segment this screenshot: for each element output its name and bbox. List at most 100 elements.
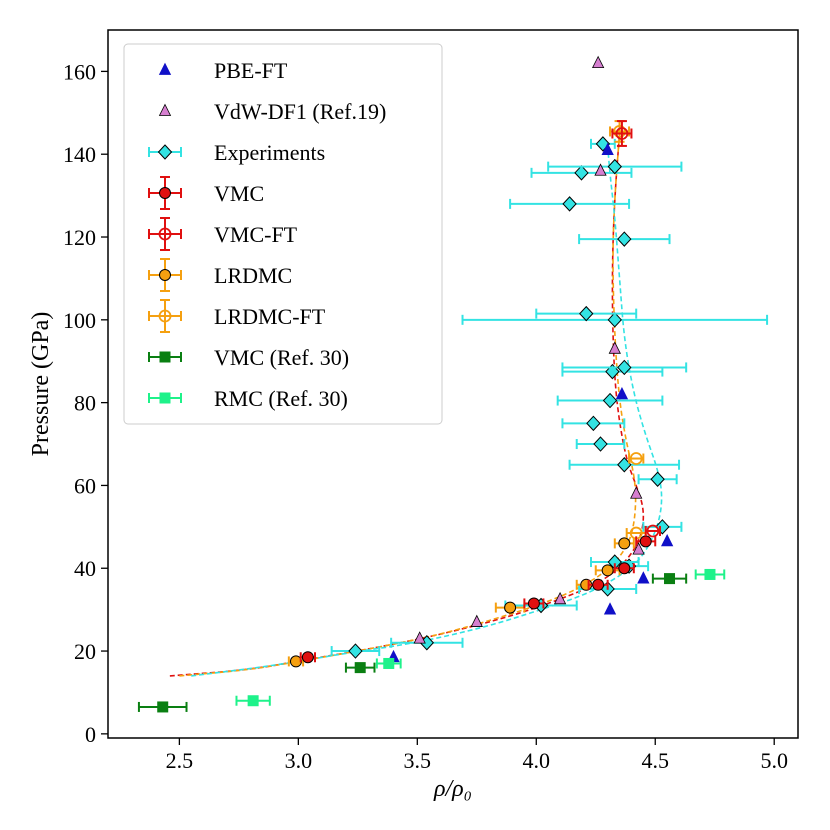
data-point — [615, 127, 629, 140]
data-point — [348, 643, 363, 659]
data-point — [660, 533, 674, 547]
legend-item: VMC — [148, 176, 264, 210]
data-point — [617, 231, 632, 247]
data-point — [354, 662, 366, 674]
legend-box — [123, 43, 443, 425]
legend-label: Experiments — [214, 140, 325, 165]
legend-marker — [159, 269, 171, 281]
data-point — [618, 562, 631, 575]
y-axis-label: Pressure (GPa) — [28, 312, 54, 457]
data-point — [527, 597, 540, 610]
data-point — [655, 519, 670, 535]
data-point — [601, 142, 614, 155]
series-vmc-ft — [611, 120, 661, 538]
data-point — [247, 695, 259, 707]
y-axis: 0 20 40 60 80 100 120 140 160 — [63, 59, 108, 747]
data-point — [704, 568, 716, 580]
data-point — [592, 578, 605, 591]
data-point — [629, 452, 643, 465]
legend-marker — [159, 187, 171, 199]
x-tick-label: 3.5 — [404, 748, 432, 773]
series-rmc-ref-30 — [235, 568, 726, 707]
legend-label: VMC (Ref. 30) — [214, 345, 349, 370]
data-point — [646, 524, 660, 538]
data-point — [615, 386, 629, 400]
x-tick-label: 2.5 — [166, 748, 194, 773]
data-point — [603, 602, 617, 615]
x-tick-label: 4.5 — [641, 748, 669, 773]
data-point — [470, 614, 483, 627]
data-point — [157, 701, 169, 713]
data-point — [632, 542, 645, 555]
data-points — [137, 55, 769, 713]
legend-item: VMC-FT — [148, 217, 298, 251]
y-tick-label: 100 — [63, 308, 96, 333]
data-point — [607, 158, 622, 175]
data-point — [593, 436, 608, 452]
x-axis: 2.5 3.0 3.5 4.0 4.5 5.0 — [166, 738, 788, 773]
data-point — [607, 312, 622, 328]
legend-item: RMC (Ref. 30) — [148, 386, 348, 411]
data-point — [617, 359, 632, 376]
data-point — [383, 657, 395, 669]
legend-item: LRDMC-FT — [148, 299, 326, 333]
y-tick-label: 20 — [74, 639, 96, 664]
legend-label: LRDMC-FT — [214, 304, 326, 329]
data-point — [595, 136, 611, 152]
x-tick-label: 4.0 — [523, 748, 551, 773]
data-point — [586, 415, 601, 432]
y-tick-label: 80 — [74, 391, 96, 416]
data-point — [579, 305, 594, 322]
legend-item: PBE-FT — [158, 58, 288, 83]
data-point — [504, 601, 517, 614]
data-point — [301, 651, 314, 664]
data-point — [639, 535, 652, 548]
legend-label: VMC — [214, 181, 264, 206]
data-point — [630, 486, 643, 499]
x-tick-label: 3.0 — [285, 748, 313, 773]
legend-marker — [159, 351, 171, 363]
y-tick-label: 40 — [74, 556, 96, 581]
data-point — [650, 471, 665, 487]
legend-label: VMC-FT — [214, 222, 298, 247]
series-vmc-ref-30 — [137, 573, 688, 713]
y-tick-label: 160 — [63, 59, 96, 84]
series-experiments — [330, 136, 769, 659]
series-vmc — [299, 535, 657, 664]
legend-marker — [158, 62, 172, 75]
x-axis-label: ρ/ρ₀ — [433, 776, 472, 802]
data-point — [591, 55, 605, 69]
legend-marker — [157, 144, 173, 160]
x-tick-label: 5.0 — [760, 748, 788, 773]
legend-marker — [159, 392, 171, 404]
data-point — [637, 571, 650, 584]
plot-frame — [107, 29, 799, 739]
data-point — [664, 573, 676, 585]
data-point — [608, 341, 621, 354]
data-point — [618, 537, 631, 550]
series-pbe-ft — [387, 142, 674, 663]
data-point — [594, 163, 607, 176]
y-tick-label: 120 — [63, 225, 96, 250]
legend-item: Experiments — [148, 140, 325, 165]
data-point — [602, 392, 618, 409]
data-point — [601, 564, 614, 577]
legend-marker — [158, 103, 172, 116]
data-point — [574, 165, 589, 181]
legend: PBE-FT VdW-DF1 (Ref.19) Experiments VMC VMC-… — [123, 43, 443, 425]
legend-label: RMC (Ref. 30) — [214, 386, 348, 411]
y-tick-label: 140 — [63, 142, 96, 167]
legend-label: VdW-DF1 (Ref.19) — [214, 99, 386, 124]
legend-item: VdW-DF1 (Ref.19) — [158, 99, 386, 124]
legend-item: LRDMC — [148, 258, 292, 292]
legend-marker — [158, 227, 172, 241]
legend-item: VMC (Ref. 30) — [148, 345, 349, 370]
data-point — [553, 591, 567, 605]
series-vdw-df1-ref-19 — [413, 55, 645, 644]
legend-marker — [158, 309, 172, 323]
data-point — [562, 196, 577, 212]
legend-label: LRDMC — [214, 263, 292, 288]
data-point — [413, 631, 426, 644]
y-tick-label: 60 — [74, 473, 96, 498]
